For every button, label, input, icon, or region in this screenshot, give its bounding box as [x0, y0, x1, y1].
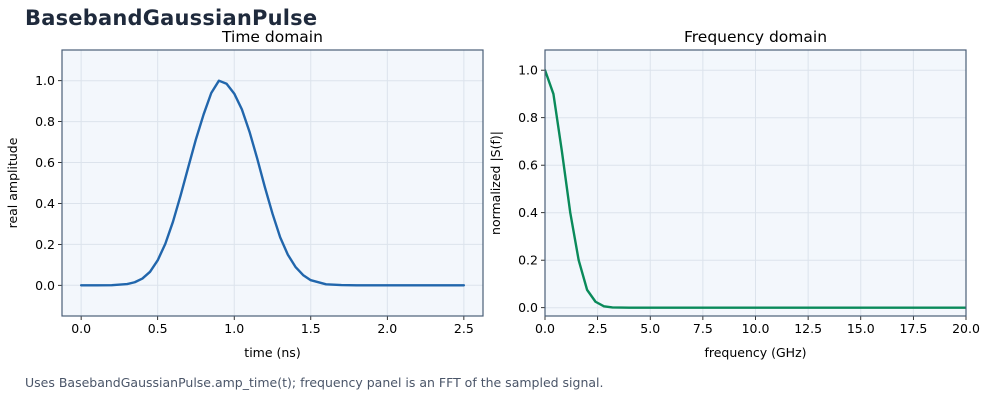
x-axis-label: time (ns) — [244, 345, 300, 360]
x-tick-label: 17.5 — [899, 321, 927, 336]
y-tick-label: 0.4 — [35, 196, 55, 211]
x-tick-label: 20.0 — [952, 321, 980, 336]
plot-frame — [544, 49, 967, 317]
plot-frame — [61, 49, 484, 317]
y-axis-label: normalized |S(f)| — [488, 131, 503, 235]
y-tick-label: 0.0 — [35, 278, 55, 293]
y-tick-label: 1.0 — [35, 73, 55, 88]
chart-title: Frequency domain — [684, 28, 827, 46]
y-tick-label: 0.4 — [518, 205, 538, 220]
y-axis-label: real amplitude — [5, 137, 20, 228]
x-tick-label: 0.0 — [71, 321, 91, 336]
time-domain-chart: 0.0 0.5 1.0 1.5 2.0 2.5 0.0 0.2 0.4 0.6 0.8 1.0 Time… — [5, 28, 484, 360]
x-tick-label: 0.0 — [535, 321, 555, 336]
x-tick-label: 5.0 — [640, 321, 660, 336]
y-tick-label: 0.8 — [518, 110, 538, 125]
series-line — [545, 68, 966, 309]
x-tick-label: 2.5 — [454, 321, 474, 336]
y-tick-label: 0.8 — [35, 114, 55, 129]
plot-area — [62, 50, 483, 316]
x-tick-label: 12.5 — [794, 321, 822, 336]
x-tick-label: 10.0 — [742, 321, 770, 336]
y-tick-label: 1.0 — [518, 63, 538, 78]
x-axis-label: frequency (GHz) — [704, 345, 806, 360]
y-tick-label: 0.2 — [518, 253, 538, 268]
chart-title: Time domain — [221, 28, 323, 46]
x-tick-label: 1.0 — [224, 321, 244, 336]
frequency-domain-chart: 0.0 2.5 5.0 7.5 10.0 12.5 15.0 17.5 20.0 0.0 0.2 0.… — [488, 28, 980, 360]
y-tick-label: 0.2 — [35, 237, 55, 252]
x-tick-label: 7.5 — [693, 321, 713, 336]
x-tick-label: 1.5 — [301, 321, 321, 336]
series-line — [79, 79, 466, 287]
y-tick-label: 0.0 — [518, 300, 538, 315]
x-tick-label: 2.5 — [588, 321, 608, 336]
x-tick-label: 2.0 — [377, 321, 397, 336]
y-tick-label: 0.6 — [518, 158, 538, 173]
caption: Uses BasebandGaussianPulse.amp_time(t); … — [25, 375, 604, 390]
x-tick-label: 0.5 — [148, 321, 168, 336]
x-tick-label: 15.0 — [847, 321, 875, 336]
page-title: BasebandGaussianPulse — [25, 6, 318, 30]
y-tick-label: 0.6 — [35, 155, 55, 170]
